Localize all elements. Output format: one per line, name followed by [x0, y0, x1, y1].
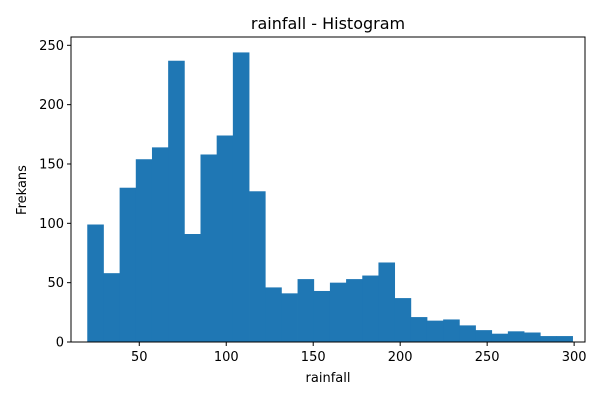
histogram-bar [168, 60, 185, 342]
histogram-bar [540, 336, 557, 342]
y-tick-label: 200 [39, 98, 64, 113]
histogram-bar [329, 282, 347, 342]
histogram-bar [265, 287, 282, 342]
x-axis-ticks: 50 100 150 200 250 300 [131, 342, 587, 365]
histogram-bar [297, 279, 315, 342]
y-tick-label: 250 [39, 39, 64, 54]
x-axis-label: rainfall [306, 371, 351, 386]
histogram-bar [87, 224, 104, 342]
histogram-bar [459, 325, 476, 342]
histogram-bar [378, 262, 396, 342]
histogram-bar [119, 187, 137, 342]
histogram-bar [443, 319, 460, 342]
histogram-bar [426, 320, 444, 342]
histogram-bar [362, 275, 379, 342]
y-tick-label: 100 [39, 217, 64, 232]
bars-group [87, 52, 573, 343]
histogram-bar [281, 293, 298, 342]
histogram-bar [475, 330, 493, 342]
histogram-bar [346, 279, 363, 342]
x-tick-label: 250 [475, 350, 500, 365]
histogram-bar [103, 273, 121, 342]
histogram-bar [491, 333, 509, 342]
chart-title: rainfall - Histogram [251, 14, 405, 33]
y-tick-label: 0 [56, 336, 64, 351]
y-tick-label: 150 [39, 157, 64, 172]
y-tick-label: 50 [47, 276, 64, 291]
histogram-bar [151, 147, 169, 342]
y-axis-label: Frekans [15, 165, 30, 215]
plot-frame [70, 36, 586, 343]
x-tick-label: 200 [388, 350, 413, 365]
x-tick-label: 150 [301, 350, 326, 365]
histogram-bar [410, 317, 428, 342]
histogram-bar [232, 52, 250, 343]
histogram-bar [135, 159, 153, 342]
histogram-bar [216, 135, 234, 342]
histogram-bar [524, 332, 541, 342]
histogram-bar [200, 154, 218, 342]
histogram-bar [249, 191, 266, 342]
x-tick-label: 300 [562, 350, 587, 365]
histogram-bar [556, 336, 573, 342]
x-tick-label: 100 [214, 350, 239, 365]
x-tick-label: 50 [131, 350, 148, 365]
histogram-bar [507, 331, 525, 342]
histogram-bar [394, 298, 412, 342]
histogram-bar [184, 234, 201, 342]
histogram-bar [313, 290, 331, 342]
y-axis-ticks: 0 50 100 150 200 250 [39, 39, 71, 351]
